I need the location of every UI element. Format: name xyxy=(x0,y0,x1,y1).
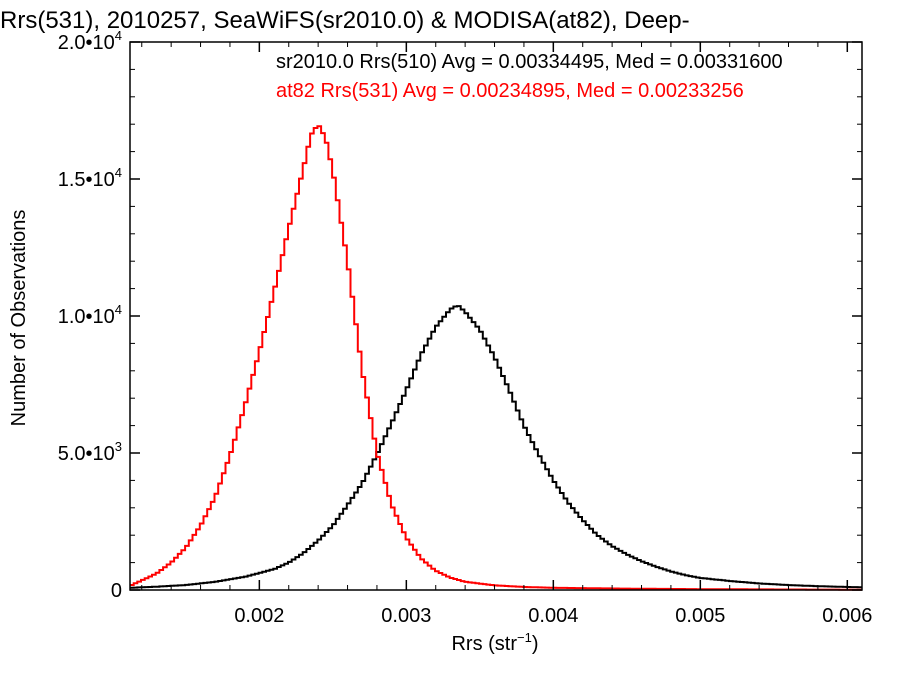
legend-entry-sr2010: sr2010.0 Rrs(510) Avg = 0.00334495, Med … xyxy=(276,51,783,73)
y-tick-label-3: 1.5•104 xyxy=(58,165,122,191)
x-tick-label-2: 0.004 xyxy=(528,605,578,627)
y-tick-label-0: 0 xyxy=(111,580,122,602)
y-tick-label-1: 5.0•103 xyxy=(58,439,122,465)
y-axis-label: Number of Observations xyxy=(8,210,30,427)
chart-title: Rrs(531), 2010257, SeaWiFS(sr2010.0) & M… xyxy=(0,7,690,34)
legend-entry-at82: at82 Rrs(531) Avg = 0.00234895, Med = 0.… xyxy=(276,80,744,102)
y-tick-label-2: 1.0•104 xyxy=(58,302,122,328)
x-axis-label: Rrs (str−1) xyxy=(451,630,538,655)
series-layer xyxy=(130,125,863,591)
x-tick-label-0: 0.002 xyxy=(234,605,284,627)
tick-layer: 0.002 0.003 0.004 0.005 0.006 0 5.0•103 1.0•104… xyxy=(58,28,873,627)
plot-frame xyxy=(129,41,863,591)
series-line-0 xyxy=(130,305,863,589)
legend: sr2010.0 Rrs(510) Avg = 0.00334495, Med … xyxy=(276,51,783,102)
x-tick-label-3: 0.005 xyxy=(675,605,725,627)
x-tick-label-4: 0.006 xyxy=(822,605,872,627)
x-tick-label-1: 0.003 xyxy=(381,605,431,627)
y-tick-label-4: 2.0•104 xyxy=(58,28,122,54)
series-line-1 xyxy=(130,125,862,591)
